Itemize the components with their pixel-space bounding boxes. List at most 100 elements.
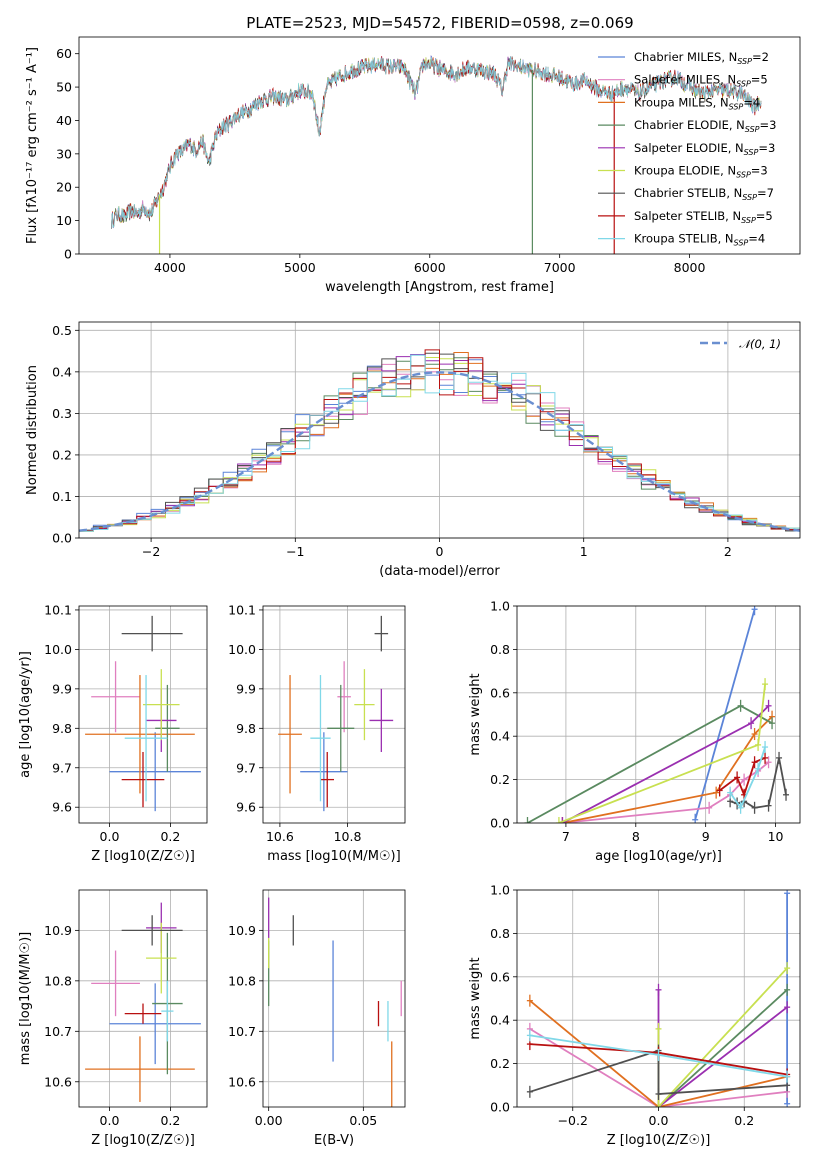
- legend-entry: Kroupa MILES, NSSP=4: [634, 95, 760, 111]
- x-axis-label: age [log10(age/yr)]: [595, 849, 722, 864]
- y-tick-label: 0.6: [490, 969, 510, 984]
- legend-entry: Kroupa ELODIE, NSSP=3: [634, 164, 768, 180]
- figure-title: PLATE=2523, MJD=54572, FIBERID=0598, z=0…: [246, 14, 633, 32]
- legend-entry: Salpeter STELIB, NSSP=5: [634, 209, 773, 225]
- x-axis-label: (data-model)/error: [379, 564, 500, 579]
- x-tick-label: 8000: [674, 260, 706, 275]
- x-tick-label: 10: [768, 829, 784, 844]
- x-axis-label: Z [log10(Z/Z☉)]: [91, 1133, 195, 1148]
- x-tick-label: 5000: [284, 260, 316, 275]
- y-tick-label: 10: [56, 213, 72, 228]
- axes-frame: [78, 889, 208, 1108]
- y-tick-label: 20: [56, 180, 72, 195]
- y-tick-label: 0.6: [490, 685, 510, 700]
- x-tick-label: 0.2: [160, 829, 180, 844]
- y-tick-label: 0.8: [490, 926, 510, 941]
- x-axis-label: Z [log10(Z/Z☉)]: [91, 849, 195, 864]
- y-tick-label: 9.7: [236, 760, 256, 775]
- errorbar-points: [268, 897, 402, 1107]
- axes-mass_vs_Z: 0.0 0.2 10.6 10.7 10.8 10.9 Z [log10(Z/Z☉)] mas…: [18, 889, 208, 1148]
- x-tick-label: 1: [580, 544, 588, 559]
- plots-layer: 4000 5000 6000 7000 80000102030405060wavelen…: [18, 36, 801, 1148]
- y-tick-label: 0.8: [490, 642, 510, 657]
- axes-frame: [78, 605, 208, 824]
- axes-age_vs_Z: 0.0 0.2 9.6 9.7 9.8 9.9 10.0 10.1 Z [log10(Z/Z☉)…: [18, 602, 208, 864]
- weight-series-line: [529, 1049, 788, 1095]
- y-tick-label: 0.0: [490, 1100, 510, 1115]
- weight-series-line: [529, 1000, 788, 1107]
- x-axis-label: Z [log10(Z/Z☉)]: [607, 1133, 711, 1148]
- y-tick-label: 0.4: [490, 1013, 510, 1028]
- errorbar-points: [85, 902, 201, 1102]
- x-tick-label: 0.2: [160, 1113, 180, 1128]
- errorbar-points: [278, 615, 394, 812]
- axes-residuals: −2 −1 0 1 2 0.0 0.1 0.2 0.3 0.4 0.5 (data-model)/er…: [25, 321, 801, 579]
- spectrum-legend: Chabrier MILES, NSSP=2 Salpeter MILES, NS…: [598, 50, 776, 248]
- axes-frame: [262, 605, 406, 824]
- y-tick-label: 0.4: [52, 364, 72, 379]
- y-tick-label: 9.8: [236, 721, 256, 736]
- x-tick-label: 0.0: [100, 1113, 120, 1128]
- y-tick-label: 0.3: [52, 406, 72, 421]
- y-tick-label: 0.0: [490, 816, 510, 831]
- weight-series-line: [657, 989, 788, 1107]
- x-tick-label: −0.2: [558, 1113, 588, 1128]
- x-tick-label: 7: [562, 829, 570, 844]
- y-tick-label: 40: [56, 113, 72, 128]
- weight-series-line: [529, 1028, 788, 1107]
- y-tick-label: 30: [56, 146, 72, 161]
- spectrum-lines: [111, 55, 762, 254]
- axes-frame: [78, 321, 801, 539]
- axes-frame: [516, 889, 801, 1108]
- y-tick-label: 10.6: [44, 1074, 72, 1089]
- axes-weight_vs_age: 7 8 9 10 0.0 0.2 0.4 0.6 0.8 1.0 age [log10(age/yr…: [468, 599, 801, 864]
- errorbar-points: [85, 615, 201, 812]
- y-tick-label: 0: [64, 247, 72, 262]
- legend-entry: Chabrier MILES, NSSP=2: [634, 50, 769, 66]
- legend-entry: Chabrier ELODIE, NSSP=3: [634, 118, 776, 134]
- axes-frame: [262, 889, 406, 1108]
- y-tick-label: 10.1: [228, 602, 256, 617]
- axes-age_vs_mass: 10.6 10.8 9.6 9.7 9.8 9.9 10.0 10.1 mass [log10(…: [228, 602, 406, 864]
- y-tick-label: 0.2: [490, 772, 510, 787]
- legend-entry: 𝒩(0, 1): [739, 337, 781, 351]
- y-axis-label: Normed distribution: [25, 365, 40, 495]
- weight-lines: [524, 606, 790, 823]
- y-axis-label: mass [log10(M/M☉)]: [18, 932, 33, 1065]
- legend-entry: Salpeter MILES, NSSP=5: [634, 73, 768, 89]
- y-tick-label: 10.8: [228, 973, 256, 988]
- y-tick-label: 0.1: [52, 489, 72, 504]
- y-tick-label: 0.2: [52, 447, 72, 462]
- y-tick-label: 10.9: [44, 923, 72, 938]
- axes-weight_vs_Z: −0.2 0.0 0.2 0.0 0.2 0.4 0.6 0.8 1.0 Z [log10(Z/Z…: [468, 883, 801, 1148]
- legend-entry: Salpeter ELODIE, NSSP=3: [634, 141, 775, 157]
- x-tick-label: 0.2: [734, 1113, 754, 1128]
- x-tick-label: 8: [632, 829, 640, 844]
- histogram-series: [79, 354, 800, 532]
- y-tick-label: 0.2: [490, 1056, 510, 1071]
- y-tick-label: 9.9: [236, 681, 256, 696]
- x-axis-label: E(B-V): [314, 1133, 354, 1148]
- x-tick-label: 6000: [414, 260, 446, 275]
- axes-mass_vs_ebv: 0.00 0.05 10.6 10.7 10.8 10.9 E(B-V): [228, 889, 406, 1148]
- y-tick-label: 10.8: [44, 973, 72, 988]
- y-axis-label: mass weight: [468, 957, 483, 1039]
- legend-entry: Kroupa STELIB, NSSP=4: [634, 232, 765, 248]
- y-axis-label: age [log10(age/yr)]: [18, 651, 33, 778]
- x-tick-label: 10.6: [266, 829, 294, 844]
- x-tick-label: 10.8: [334, 829, 362, 844]
- y-tick-label: 0.0: [52, 531, 72, 546]
- weight-series-line: [562, 716, 773, 823]
- weight-lines: [526, 890, 791, 1107]
- x-tick-label: 2: [724, 544, 732, 559]
- x-tick-label: −2: [142, 544, 160, 559]
- y-tick-label: 10.1: [44, 602, 72, 617]
- x-tick-label: 0.0: [649, 1113, 669, 1128]
- y-tick-label: 50: [56, 80, 72, 95]
- y-tick-label: 10.7: [44, 1024, 72, 1039]
- y-tick-label: 9.9: [52, 681, 72, 696]
- y-axis-label: mass weight: [468, 673, 483, 755]
- weight-series-line: [729, 746, 766, 810]
- y-tick-label: 9.7: [52, 760, 72, 775]
